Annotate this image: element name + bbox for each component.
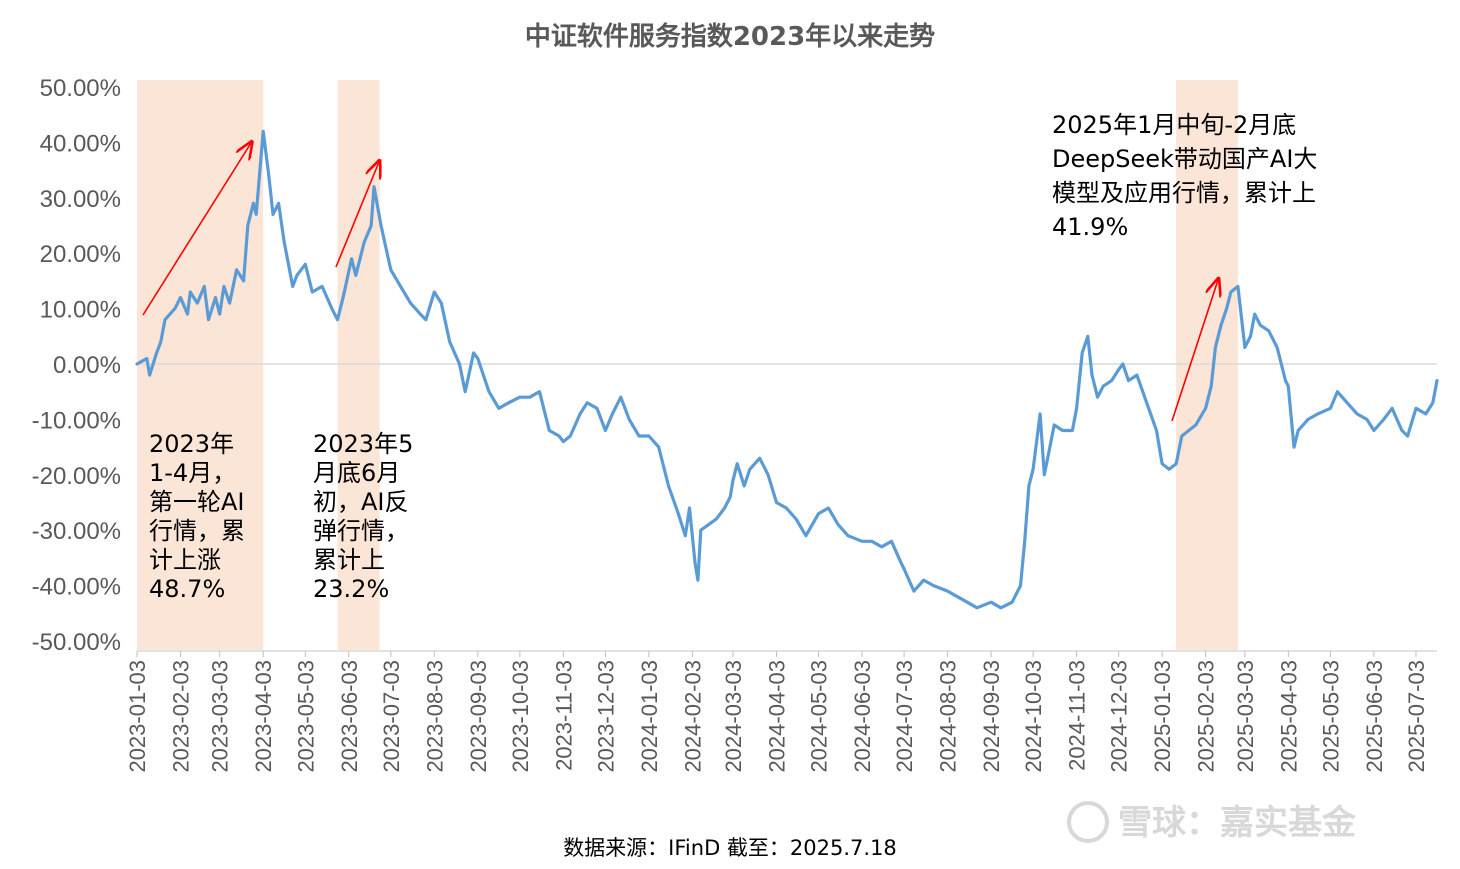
x-tick-label: 2024-03-03 xyxy=(721,660,746,773)
x-tick-label: 2023-05-03 xyxy=(293,660,318,773)
y-tick-label: -30.00% xyxy=(32,518,121,545)
annotation-line: 累计上 xyxy=(313,546,385,574)
series-group xyxy=(135,129,1439,610)
annotation-line: 计上涨 xyxy=(149,546,221,574)
annotation-line: 弹行情， xyxy=(313,517,409,545)
x-tick-label: 2024-02-03 xyxy=(680,660,705,773)
y-tick-label: 50.00% xyxy=(40,75,121,102)
x-tick-label: 2025-02-03 xyxy=(1194,660,1219,773)
y-tick-label: 30.00% xyxy=(40,186,121,213)
x-tick-label: 2024-11-03 xyxy=(1065,660,1090,771)
trend-arrow-2 xyxy=(335,162,379,268)
x-tick-label: 2024-09-03 xyxy=(979,660,1004,773)
y-tick-label: 10.00% xyxy=(40,297,121,324)
x-tick-label: 2023-06-03 xyxy=(337,660,362,773)
x-tick-label: 2025-06-03 xyxy=(1362,660,1387,773)
x-tick-label: 2024-06-03 xyxy=(850,660,875,773)
highlight-band-3 xyxy=(1176,80,1238,650)
annotation-line: 月底6月 xyxy=(313,459,400,487)
x-tick-label: 2023-03-03 xyxy=(208,660,233,773)
x-tick-label: 2023-09-03 xyxy=(466,660,491,773)
annotation-line: DeepSeek带动国产AI大 xyxy=(1052,145,1317,173)
x-tick-label: 2024-08-03 xyxy=(936,660,961,773)
x-tick-label: 2025-01-03 xyxy=(1150,660,1175,773)
annotation-line: 23.2% xyxy=(313,575,389,603)
x-tick-label: 2024-12-03 xyxy=(1107,660,1132,773)
x-axis: 2023-01-03 2023-02-03 2023-03-03 2023-04-03… xyxy=(125,650,1437,773)
x-tick-label: 2025-05-03 xyxy=(1318,660,1343,773)
y-tick-label: 0.00% xyxy=(53,352,121,379)
annotation-2025-jan-feb: 2025年1月中旬-2月底 DeepSeek带动国产AI大模型及应用行情，累计上 4… xyxy=(1052,111,1317,241)
x-tick-label: 2023-10-03 xyxy=(508,660,533,773)
series-line-1 xyxy=(135,129,1439,610)
x-tick-label: 2024-10-03 xyxy=(1021,660,1046,773)
highlight-band-1 xyxy=(137,80,264,650)
annotation-line: 2023年5 xyxy=(313,430,413,458)
x-tick-label: 2025-03-03 xyxy=(1233,660,1258,773)
y-axis: -50.00% -40.00% -30.00% -20.00% -10.00% 0.00%… xyxy=(32,75,121,656)
x-tick-label: 2023-08-03 xyxy=(422,660,447,773)
annotation-line: 模型及应用行情，累计上 xyxy=(1052,179,1316,207)
x-tick-label: 2023-01-03 xyxy=(125,660,150,773)
annotation-line: 41.9% xyxy=(1052,213,1128,241)
annotation-line: 第一轮AI xyxy=(149,488,245,516)
x-tick-label: 2024-01-03 xyxy=(637,660,662,773)
y-tick-label: -50.00% xyxy=(32,629,121,656)
x-tick-label: 2024-07-03 xyxy=(892,660,917,773)
x-tick-label: 2024-04-03 xyxy=(764,660,789,773)
annotation-line: 行情，累 xyxy=(149,517,245,545)
x-tick-label: 2023-07-03 xyxy=(379,660,404,773)
x-tick-label: 2023-02-03 xyxy=(168,660,193,773)
trend-arrow-1 xyxy=(142,143,251,316)
x-tick-label: 2024-05-03 xyxy=(807,660,832,773)
annotation-line: 初，AI反 xyxy=(313,488,409,516)
annotation-line: 2023年 xyxy=(149,430,234,458)
chart-title: 中证软件服务指数2023年以来走势 xyxy=(525,21,935,52)
trend-arrow-3 xyxy=(1171,280,1218,422)
y-tick-label: 20.00% xyxy=(40,241,121,268)
x-tick-label: 2025-07-03 xyxy=(1404,660,1429,773)
y-tick-label: 40.00% xyxy=(40,130,121,157)
annotation-2023-may-jun: 2023年5 月底6月初，AI反弹行情，累计上 23.2% xyxy=(313,430,413,603)
x-tick-label: 2023-12-03 xyxy=(593,660,618,773)
x-tick-label: 2025-04-03 xyxy=(1276,660,1301,773)
y-tick-label: -20.00% xyxy=(32,463,121,490)
watermark: 雪球：嘉实基金 xyxy=(1067,801,1357,843)
y-tick-label: -10.00% xyxy=(32,407,121,434)
annotation-line: 48.7% xyxy=(149,575,225,603)
annotation-line: 2025年1月中旬-2月底 xyxy=(1052,111,1296,139)
y-tick-label: -40.00% xyxy=(32,574,121,601)
annotation-2023-jan-apr: 2023年 1-4月，第一轮AI 行情，累计上涨 48.7% xyxy=(149,430,245,603)
source-note: 数据来源：IFinD 截至：2025.7.18 xyxy=(563,836,897,860)
trend-arrows xyxy=(142,143,1218,422)
snowball-logo-icon xyxy=(1067,801,1109,843)
x-tick-label: 2023-11-03 xyxy=(551,660,576,771)
watermark-text: 雪球：嘉实基金 xyxy=(1118,803,1357,843)
annotation-line: 1-4月， xyxy=(149,459,236,487)
x-tick-label: 2023-04-03 xyxy=(251,660,276,773)
